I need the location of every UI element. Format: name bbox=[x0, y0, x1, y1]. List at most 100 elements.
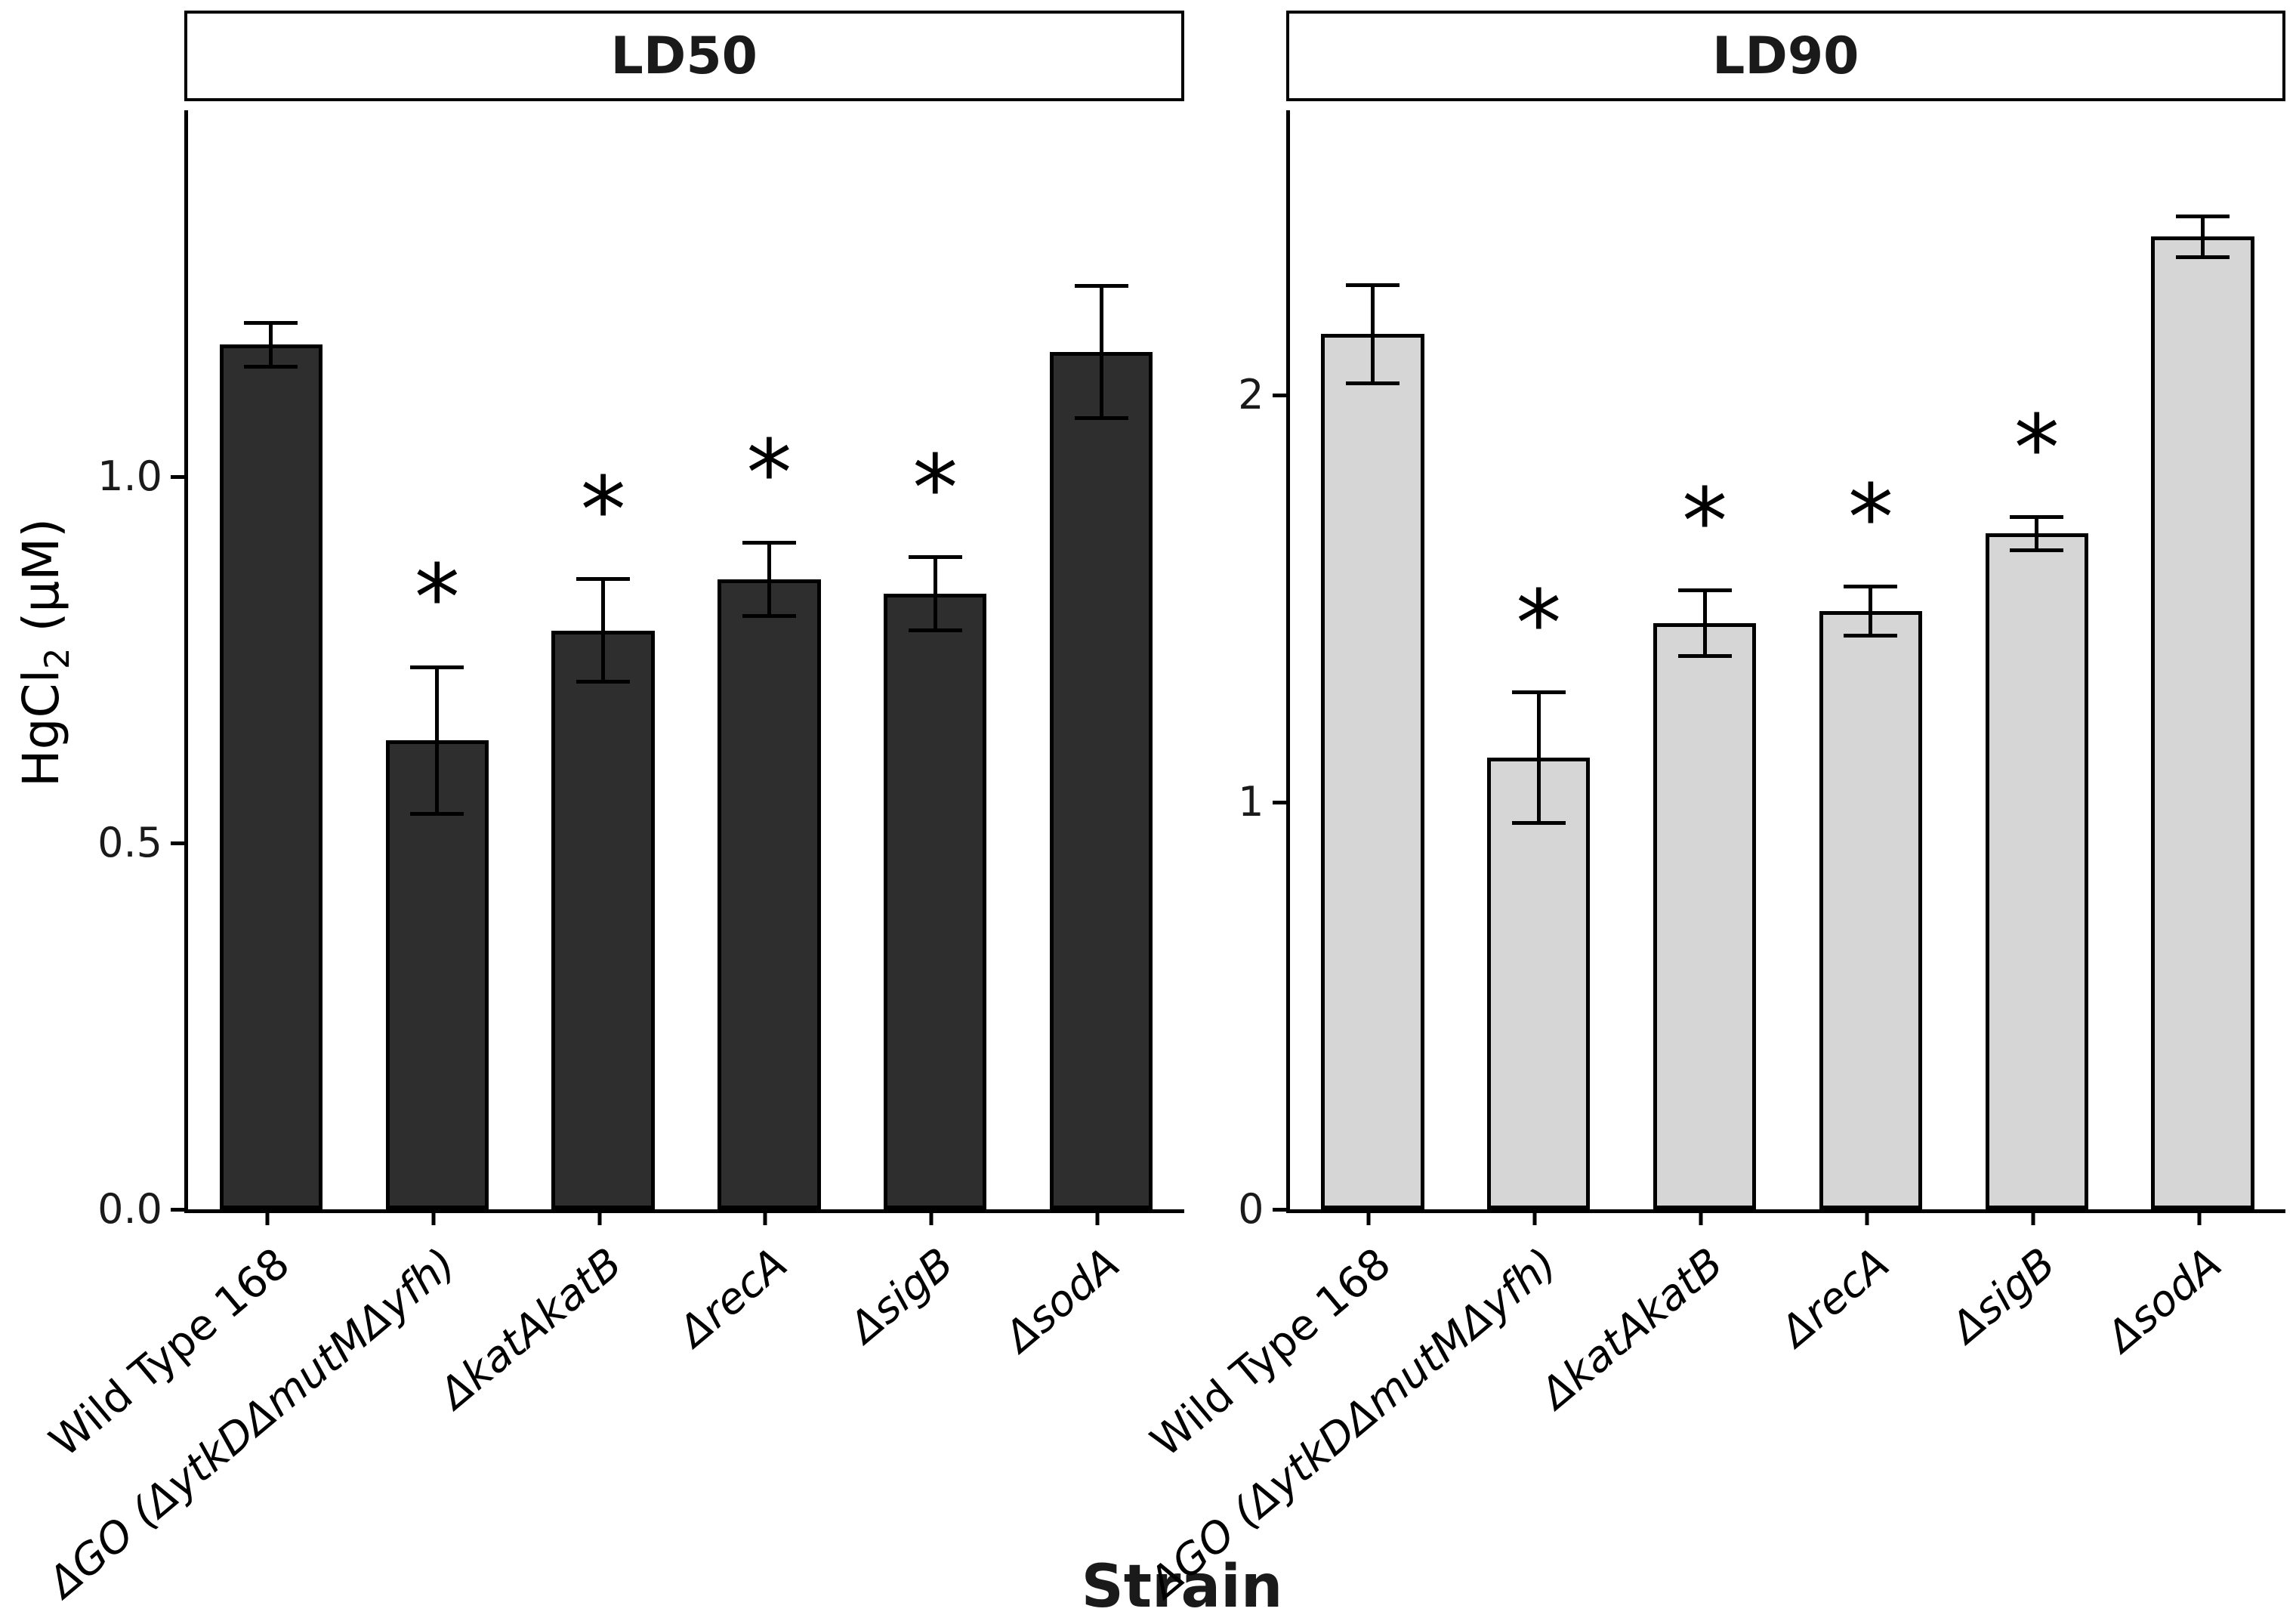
x-tick-label: ΔsodA bbox=[2097, 1239, 2231, 1362]
error-bar-line bbox=[933, 557, 937, 631]
y-axis-title-column: HgCl2 (μM) bbox=[11, 11, 79, 1618]
bar-ΔGO (ΔytkDΔmutMΔyfh) bbox=[1487, 757, 1591, 1209]
bar-Wild Type 168 bbox=[219, 344, 323, 1209]
error-bar-cap bbox=[244, 320, 298, 325]
x-tick-label: ΔsigB bbox=[1942, 1239, 2065, 1353]
error-bar-line bbox=[1869, 586, 1873, 636]
error-bar-line bbox=[1370, 285, 1375, 384]
x-tick-mark bbox=[929, 1213, 934, 1225]
error-bar-line bbox=[601, 579, 606, 682]
y-tick-label: 2 bbox=[1238, 371, 1264, 419]
error-bar-line bbox=[435, 667, 440, 814]
error-bar-cap bbox=[576, 577, 630, 582]
facet-strip-ld90: LD90 bbox=[1285, 11, 2285, 101]
significance-asterisk: * bbox=[746, 421, 792, 527]
plot-region: LD50 0.0 0.5 1.0 * * * * Wild Type 168 ΔGO (Δyt… bbox=[39, 11, 2286, 1621]
y-tick-mark bbox=[171, 1207, 184, 1212]
y-tick-label: 0.0 bbox=[97, 1185, 162, 1233]
x-tick-labels-ld90: Wild Type 168 ΔGO (ΔytkDΔmutMΔyfh) ΔkatAka… bbox=[1140, 1213, 2286, 1607]
y-tick-mark bbox=[1272, 800, 1286, 804]
bar-ΔkatAkatB bbox=[551, 630, 655, 1209]
x-tick-mark bbox=[597, 1213, 602, 1225]
error-bar-cap bbox=[1345, 283, 1400, 288]
significance-asterisk: * bbox=[1682, 469, 1728, 575]
error-bar-line bbox=[2035, 517, 2039, 550]
error-bar-cap bbox=[410, 811, 464, 816]
error-bar-cap bbox=[1511, 690, 1566, 695]
significance-asterisk: * bbox=[912, 436, 958, 542]
facet-title-ld50: LD50 bbox=[610, 26, 758, 86]
y-tick-label: 1.0 bbox=[97, 452, 162, 500]
error-bar-cap bbox=[1844, 633, 1898, 638]
y-axis-title: HgCl2 (μM) bbox=[12, 518, 77, 787]
error-bar-cap bbox=[1844, 585, 1898, 588]
significance-asterisk: * bbox=[1516, 571, 1562, 677]
error-bar-line bbox=[767, 542, 771, 616]
error-bar-line bbox=[2201, 216, 2205, 257]
facet-strip-ld50: LD50 bbox=[184, 11, 1184, 101]
significance-asterisk: * bbox=[1847, 465, 1893, 571]
y-tick-mark bbox=[171, 841, 184, 845]
x-tick-mark bbox=[1095, 1213, 1100, 1225]
x-tick-mark bbox=[1699, 1213, 1703, 1225]
x-tick-label: ΔrecA bbox=[1771, 1239, 1899, 1357]
error-bar-line bbox=[1702, 590, 1707, 656]
error-bar-cap bbox=[908, 555, 962, 560]
x-tick-label: ΔrecA bbox=[670, 1239, 798, 1357]
error-bar-cap bbox=[2176, 255, 2230, 259]
error-bar-cap bbox=[1074, 415, 1128, 420]
error-bar-cap bbox=[908, 628, 962, 633]
bar-Wild Type 168 bbox=[1321, 334, 1424, 1209]
error-bar-cap bbox=[1677, 653, 1732, 658]
y-axis-title-main: HgCl bbox=[11, 669, 70, 787]
bar-ΔGO (ΔytkDΔmutMΔyfh) bbox=[385, 740, 489, 1209]
significance-asterisk: * bbox=[414, 546, 460, 652]
x-tick-mark bbox=[431, 1213, 436, 1225]
facet-title-ld90: LD90 bbox=[1712, 26, 1859, 86]
y-tick-mark bbox=[1272, 1207, 1286, 1212]
error-bar-cap bbox=[410, 665, 464, 669]
x-tick-label: ΔkatAkatB bbox=[1532, 1239, 1733, 1419]
error-bar-line bbox=[1536, 692, 1541, 823]
bar-ΔsigB bbox=[884, 594, 987, 1209]
x-tick-mark bbox=[2197, 1213, 2202, 1225]
x-tick-label: ΔkatAkatB bbox=[430, 1239, 631, 1419]
facet-ld90: LD90 0 1 2 * * * * Wild Type 168 ΔGO (ΔytkDΔmut… bbox=[1140, 11, 2286, 1607]
error-bar-cap bbox=[576, 680, 630, 684]
x-tick-mark bbox=[1865, 1213, 1869, 1225]
error-bar-cap bbox=[1074, 284, 1128, 289]
facets-row: LD50 0.0 0.5 1.0 * * * * Wild Type 168 ΔGO (Δyt… bbox=[39, 11, 2286, 1607]
y-axis-title-sub: 2 bbox=[37, 647, 78, 670]
x-tick-mark bbox=[1366, 1213, 1371, 1225]
x-tick-label: ΔsodA bbox=[995, 1239, 1129, 1362]
error-bar-cap bbox=[244, 365, 298, 369]
error-bar-cap bbox=[742, 540, 796, 545]
bar-ΔkatAkatB bbox=[1653, 623, 1757, 1209]
error-bar-cap bbox=[2010, 515, 2064, 520]
x-tick-labels-ld50: Wild Type 168 ΔGO (ΔytkDΔmutMΔyfh) ΔkatAka… bbox=[39, 1213, 1184, 1607]
significance-asterisk: * bbox=[580, 458, 626, 563]
bar-ΔrecA bbox=[1819, 610, 1923, 1209]
bar-ΔsigB bbox=[1985, 533, 2088, 1209]
y-tick-label: 1 bbox=[1238, 778, 1264, 826]
y-tick-mark bbox=[1272, 393, 1286, 397]
error-bar-cap bbox=[1345, 381, 1400, 385]
x-tick-mark bbox=[2031, 1213, 2035, 1225]
bar-ΔsodA bbox=[2151, 236, 2254, 1209]
error-bar-cap bbox=[2010, 548, 2064, 552]
x-axis-title: Strain bbox=[1081, 1553, 1283, 1621]
y-tick-label: 0.5 bbox=[97, 819, 162, 866]
x-tick-mark bbox=[265, 1213, 270, 1225]
error-bar-line bbox=[1099, 286, 1103, 418]
error-bar-cap bbox=[2176, 214, 2230, 218]
error-bar-line bbox=[269, 323, 273, 367]
bar-ΔsodA bbox=[1049, 352, 1153, 1209]
x-tick-mark bbox=[1532, 1213, 1537, 1225]
facet-ld50: LD50 0.0 0.5 1.0 * * * * Wild Type 168 ΔGO (Δyt… bbox=[39, 11, 1184, 1607]
error-bar-cap bbox=[742, 613, 796, 618]
error-bar-cap bbox=[1677, 588, 1732, 593]
panel-ld90: 0 1 2 * * * * bbox=[1238, 110, 2285, 1233]
panel-ld50: 0.0 0.5 1.0 * * * * bbox=[97, 110, 1184, 1233]
bar-ΔrecA bbox=[718, 579, 821, 1209]
